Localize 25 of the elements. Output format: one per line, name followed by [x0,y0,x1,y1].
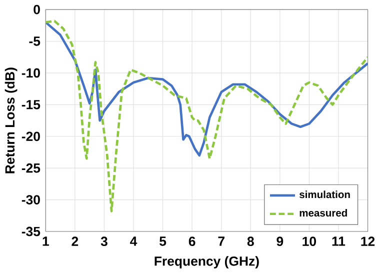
y-tick-label: -5 [29,36,40,46]
y-tick-label: -20 [22,132,40,141]
x-tick-label: 12 [361,236,375,246]
x-tick-label: 1 [42,236,49,246]
y-axis-title: Return Loss (dB) [4,68,18,174]
x-tick-label: 9 [276,236,284,246]
x-tick-label: 10 [302,236,316,246]
x-tick-label: 8 [247,236,254,246]
y-tick-label: -35 [22,226,40,236]
x-tick-label: 2 [72,236,78,246]
x-tick-label: 11 [332,236,346,246]
x-tick-label: 3 [100,236,108,246]
y-tick-label: -15 [22,100,40,110]
y-tick-label: 0 [34,4,40,14]
y-tick-label: -30 [22,194,40,204]
legend-label: measured [300,208,347,216]
line-series [46,20,368,156]
x-tick-label: 4 [130,236,138,246]
x-axis-title: Frequency (GHz) [154,256,259,268]
legend-label: simulation [300,190,350,198]
x-tick-label: 5 [160,236,166,246]
x-tick-label: 6 [188,236,196,246]
y-tick-label: -25 [22,163,40,173]
y-tick-label: -10 [22,68,40,78]
x-tick-label: 7 [218,236,224,246]
